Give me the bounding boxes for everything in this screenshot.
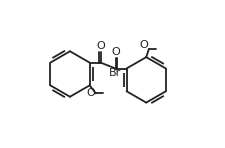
Text: O: O bbox=[140, 40, 148, 50]
Text: O: O bbox=[96, 41, 105, 51]
Text: O: O bbox=[111, 47, 120, 57]
Text: Br: Br bbox=[109, 68, 121, 78]
Text: O: O bbox=[86, 88, 95, 98]
